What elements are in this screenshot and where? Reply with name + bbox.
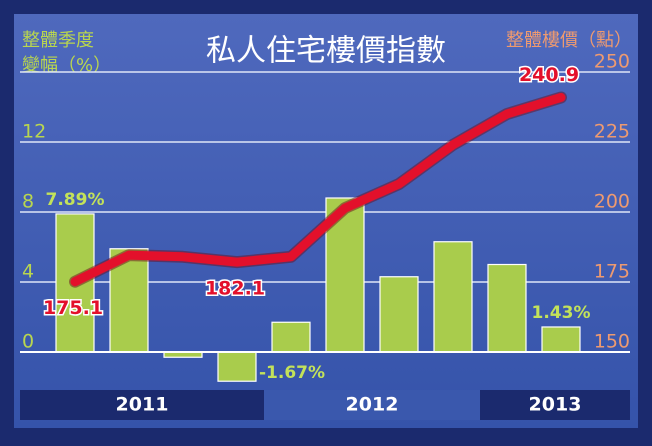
bar	[433, 241, 473, 353]
year-label: 2013	[529, 394, 582, 416]
y-tick-label: 12	[22, 121, 46, 143]
year-band	[20, 390, 264, 420]
y-tick-label: 8	[22, 191, 34, 213]
y-tick-label: 0	[22, 331, 34, 353]
line-label: 182.1	[205, 278, 265, 300]
y2-tick-label: 225	[594, 121, 630, 143]
bar	[487, 263, 527, 353]
chart-title: 私人住宅樓價指數	[206, 34, 446, 69]
bar	[271, 321, 311, 353]
y2-tick-label: 250	[594, 51, 630, 73]
y-label: 整體季度	[22, 30, 94, 51]
year-band	[264, 390, 480, 420]
line-label: 175.1	[43, 297, 103, 319]
y2-label: 整體樓價（點）	[506, 30, 632, 51]
line	[70, 92, 566, 287]
y-label: 變幅（%）	[22, 55, 111, 76]
data-label: 1.43%	[532, 303, 591, 323]
bar	[541, 326, 581, 353]
year-label: 2012	[346, 394, 399, 416]
data-label: 7.89%	[46, 190, 105, 210]
line-label: 240.9	[519, 64, 579, 86]
data-label: -1.67%	[259, 363, 325, 383]
year-label: 2011	[116, 394, 169, 416]
bar	[217, 351, 257, 382]
y-tick-label: 4	[22, 261, 34, 283]
y2-tick-label: 150	[594, 331, 630, 353]
year-band	[480, 390, 630, 420]
y2-tick-label: 200	[594, 191, 630, 213]
y2-tick-label: 175	[594, 261, 630, 283]
bar	[379, 276, 419, 353]
